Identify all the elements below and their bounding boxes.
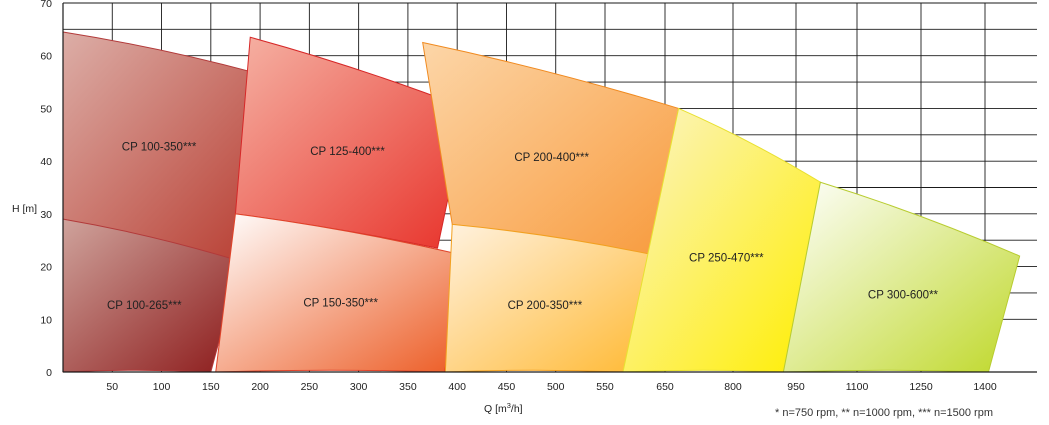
y-tick-label: 40	[40, 156, 52, 168]
pump-regions	[62, 31, 1021, 373]
x-tick-label: 300	[350, 381, 368, 393]
x-tick-label: 1100	[846, 381, 869, 393]
y-tick-label: 20	[40, 262, 52, 274]
x-tick-label: 250	[301, 381, 319, 393]
y-tick-label: 50	[40, 103, 52, 115]
x-tick-label: 950	[787, 381, 805, 393]
x-tick-labels: 50 100 150 200 250 300 350 400 450 500 550 650 800 95…	[106, 381, 996, 393]
x-tick-label: 450	[498, 381, 516, 393]
x-tick-label: 100	[153, 381, 171, 393]
x-tick-label: 800	[724, 381, 742, 393]
x-tick-label: 550	[596, 381, 614, 393]
region-label: CP 125-400***	[310, 146, 385, 158]
y-tick-label: 10	[40, 314, 52, 326]
y-tick-label: 70	[40, 0, 52, 10]
x-tick-label: 50	[106, 381, 118, 393]
x-tick-label: 150	[202, 381, 220, 393]
y-tick-labels: 0 10 20 30 40 50 60 70	[40, 0, 52, 379]
speed-footnote: * n=750 rpm, ** n=1000 rpm, *** n=1500 r…	[775, 407, 993, 419]
y-tick-label: 30	[40, 209, 52, 221]
region-label: CP 300-600**	[868, 290, 939, 302]
region-label: CP 150-350***	[303, 298, 378, 310]
plot-frame	[62, 2, 1037, 373]
pump-region	[422, 41, 680, 257]
x-tick-label: 500	[547, 381, 565, 393]
x-tick-label: 400	[448, 381, 466, 393]
x-tick-label: 1250	[909, 381, 933, 393]
x-tick-label: 650	[656, 381, 674, 393]
region-label: CP 200-400***	[514, 152, 589, 164]
pump-region	[782, 181, 1021, 373]
region-label: CP 200-350***	[508, 300, 583, 312]
x-tick-label: 1400	[973, 381, 997, 393]
region-labels: CP 100-350*** CP 100-265*** CP 125-400*** C…	[107, 141, 939, 312]
y-tick-label: 0	[46, 367, 52, 379]
x-tick-label: 200	[251, 381, 269, 393]
x-axis-label: Q [m3/h]	[484, 401, 523, 415]
region-label: CP 100-265***	[107, 300, 182, 312]
y-tick-label: 60	[40, 51, 52, 63]
region-label: CP 250-470***	[689, 253, 764, 265]
y-axis-label: H [m]	[12, 203, 37, 215]
x-tick-label: 350	[399, 381, 417, 393]
region-label: CP 100-350***	[122, 141, 197, 153]
